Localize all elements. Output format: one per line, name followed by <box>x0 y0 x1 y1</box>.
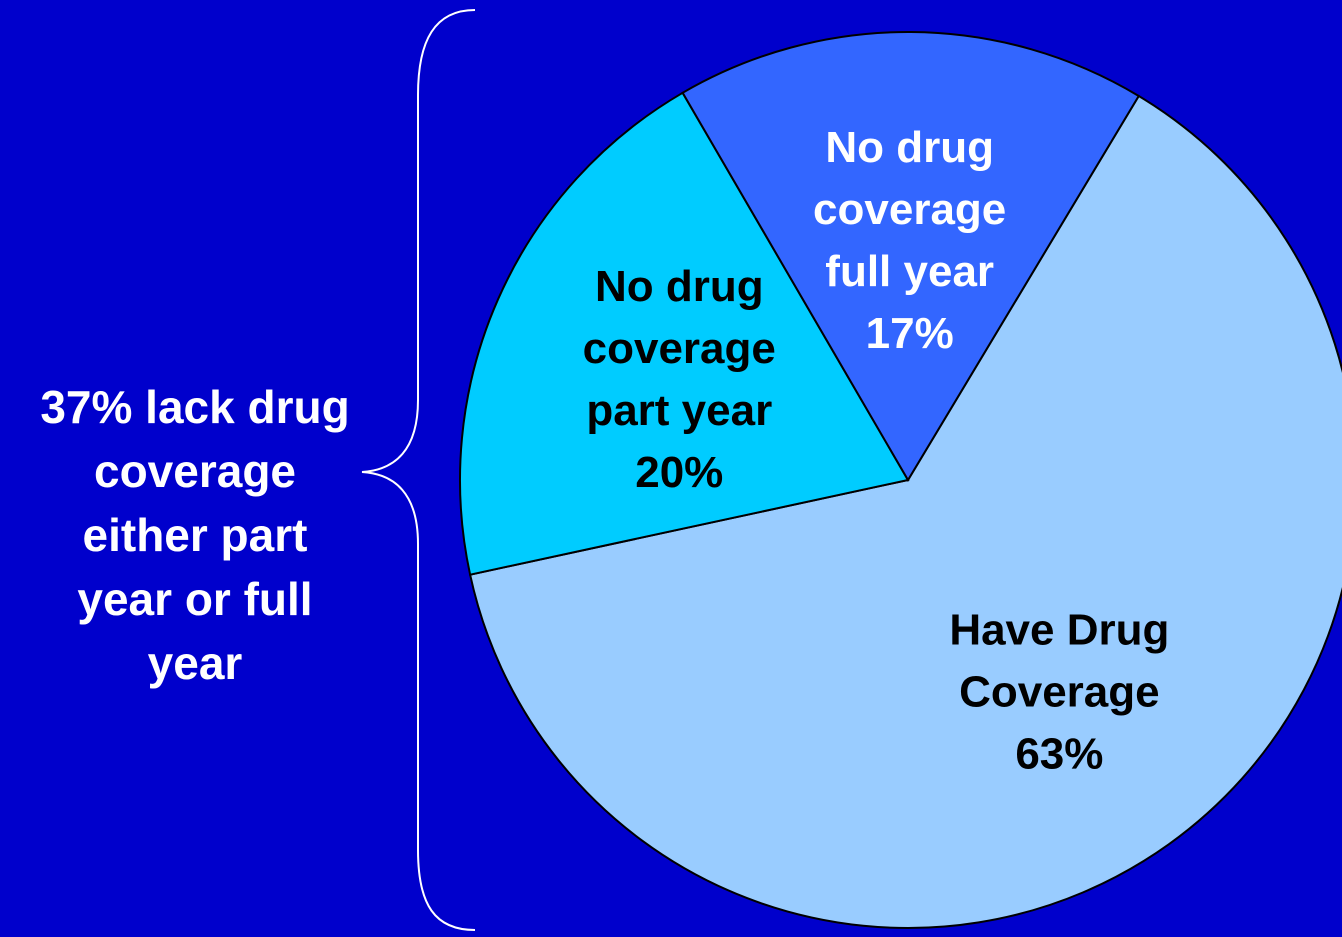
pie-slices <box>459 31 1342 929</box>
pie-slice-label-line: 20% <box>635 448 723 497</box>
pie-slice <box>468 94 1342 929</box>
pie-slice-labels: Have Drug Coverage 63% No drug coverage part … <box>583 123 1170 778</box>
lack-coverage-annotation: 37% lack drug coverage either part year … <box>10 375 380 695</box>
pie-slice-label-line: part year <box>586 386 772 435</box>
pie-slice <box>459 91 910 576</box>
pie-slice-label-line: coverage <box>813 185 1006 234</box>
annotation-line: 37% lack drug <box>40 381 350 433</box>
annotation-line: year or full <box>77 573 313 625</box>
pie-slice-label: No drug coverage part year 20% <box>583 262 776 497</box>
pie-slice-label-line: No drug <box>825 123 994 172</box>
pie-slice-label-line: full year <box>825 247 994 296</box>
pie-slice-label: No drug coverage full year 17% <box>813 123 1006 358</box>
pie-slice-label-line: Coverage <box>959 667 1160 716</box>
pie-slice-label-line: 17% <box>866 309 954 358</box>
curly-brace-icon <box>361 9 476 931</box>
annotation-line: year <box>147 637 243 689</box>
pie-slice-label-line: 63% <box>1015 729 1103 778</box>
pie-slice-label: Have Drug Coverage 63% <box>949 605 1169 778</box>
pie-slice <box>681 31 1141 482</box>
pie-slice-label-line: Have Drug <box>949 605 1169 654</box>
annotation-line: either part <box>82 509 308 561</box>
pie-slice-label-line: No drug <box>595 262 764 311</box>
pie-slice-label-line: coverage <box>583 324 776 373</box>
annotation-line: coverage <box>93 445 296 497</box>
